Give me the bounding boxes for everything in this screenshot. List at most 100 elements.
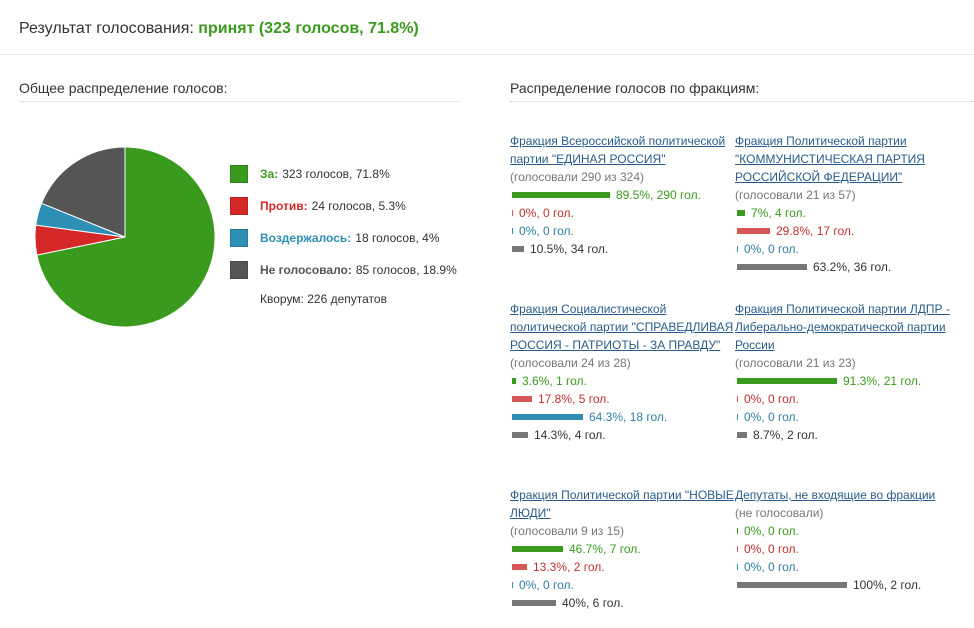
faction-bar-absent bbox=[512, 246, 524, 252]
faction-voted-count: (голосовали 290 из 324) bbox=[510, 170, 645, 184]
faction-voted-count: (голосовали 21 из 57) bbox=[735, 188, 856, 202]
faction-stat-label: 63.2%, 36 гол. bbox=[813, 260, 892, 274]
faction-block: Фракция Всероссийской политической парти… bbox=[510, 132, 740, 258]
faction-stat-for: 46.7%, 7 гол. bbox=[510, 540, 740, 558]
faction-stat-against: 0%, 0 гол. bbox=[735, 540, 965, 558]
faction-bar-for bbox=[737, 378, 837, 384]
faction-stat-for: 3.6%, 1 гол. bbox=[510, 372, 740, 390]
vote-result: Результат голосования: принят (323 голос… bbox=[19, 20, 419, 38]
faction-stat-for: 0%, 0 гол. bbox=[735, 522, 965, 540]
faction-link[interactable]: Фракция Социалистической политической па… bbox=[510, 302, 734, 352]
faction-stat-absent: 8.7%, 2 гол. bbox=[735, 426, 965, 444]
faction-stat-against: 29.8%, 17 гол. bbox=[735, 222, 965, 240]
faction-bar-against bbox=[512, 564, 527, 570]
legend-swatch bbox=[230, 261, 248, 279]
legend-value: 18 голосов, 4% bbox=[355, 231, 440, 245]
faction-stat-abstain: 0%, 0 гол. bbox=[735, 240, 965, 258]
faction-stat-label: 0%, 0 гол. bbox=[519, 206, 574, 220]
faction-stat-label: 46.7%, 7 гол. bbox=[569, 542, 641, 556]
faction-block: Фракция Политической партии ЛДПР - Либер… bbox=[735, 300, 965, 444]
legend-value: 24 голосов, 5.3% bbox=[311, 199, 406, 213]
faction-stat-abstain: 0%, 0 гол. bbox=[510, 222, 740, 240]
legend-item-abstain: Воздержалось: 18 голосов, 4% bbox=[230, 228, 457, 248]
faction-stat-label: 0%, 0 гол. bbox=[744, 242, 799, 256]
faction-bar-absent bbox=[737, 432, 747, 438]
faction-stat-against: 0%, 0 гол. bbox=[510, 204, 740, 222]
faction-stat-label: 3.6%, 1 гол. bbox=[522, 374, 587, 388]
result-outcome: принят (323 голосов, 71.8%) bbox=[198, 20, 419, 37]
faction-block: Фракция Политической партии "КОММУНИСТИЧ… bbox=[735, 132, 965, 276]
faction-link[interactable]: Фракция Политической партии "КОММУНИСТИЧ… bbox=[735, 134, 925, 184]
faction-bar-abstain bbox=[512, 414, 583, 420]
legend-swatch bbox=[230, 197, 248, 215]
faction-bar-for bbox=[737, 528, 738, 534]
faction-voted-count: (не голосовали) bbox=[735, 506, 824, 520]
faction-stat-label: 0%, 0 гол. bbox=[519, 578, 574, 592]
faction-stat-label: 0%, 0 гол. bbox=[519, 224, 574, 238]
faction-bar-for bbox=[512, 378, 516, 384]
faction-bar-absent bbox=[737, 582, 847, 588]
faction-stat-abstain: 64.3%, 18 гол. bbox=[510, 408, 740, 426]
faction-stat-abstain: 0%, 0 гол. bbox=[735, 558, 965, 576]
faction-stat-against: 17.8%, 5 гол. bbox=[510, 390, 740, 408]
faction-block: Фракция Социалистической политической па… bbox=[510, 300, 740, 444]
faction-bar-for bbox=[512, 192, 610, 198]
faction-stat-absent: 40%, 6 гол. bbox=[510, 594, 740, 612]
faction-stat-label: 64.3%, 18 гол. bbox=[589, 410, 668, 424]
faction-stat-absent: 100%, 2 гол. bbox=[735, 576, 965, 594]
faction-stat-label: 8.7%, 2 гол. bbox=[753, 428, 818, 442]
legend-name: Против: bbox=[260, 199, 308, 213]
faction-stat-against: 13.3%, 2 гол. bbox=[510, 558, 740, 576]
legend-name: Не голосовало: bbox=[260, 263, 352, 277]
faction-stat-abstain: 0%, 0 гол. bbox=[735, 408, 965, 426]
faction-stat-label: 13.3%, 2 гол. bbox=[533, 560, 605, 574]
factions-divider bbox=[510, 101, 974, 102]
faction-stat-absent: 10.5%, 34 гол. bbox=[510, 240, 740, 258]
faction-stat-label: 40%, 6 гол. bbox=[562, 596, 624, 610]
faction-voted-count: (голосовали 21 из 23) bbox=[735, 356, 856, 370]
faction-bar-against bbox=[737, 546, 738, 552]
pie-slice-for bbox=[36, 146, 216, 328]
legend-value: 323 голосов, 71.8% bbox=[282, 167, 390, 181]
faction-stat-label: 89.5%, 290 гол. bbox=[616, 188, 701, 202]
faction-link[interactable]: Фракция Политической партии "НОВЫЕ ЛЮДИ" bbox=[510, 488, 734, 520]
faction-bar-absent bbox=[512, 432, 528, 438]
quorum-text: Кворум: 226 депутатов bbox=[260, 292, 387, 306]
faction-stat-label: 29.8%, 17 гол. bbox=[776, 224, 855, 238]
legend-value: 85 голосов, 18.9% bbox=[355, 263, 457, 277]
faction-block: Депутаты, не входящие во фракции (не голо… bbox=[735, 486, 965, 594]
pie-legend: За: 323 голосов, 71.8% Против: 24 голосов, … bbox=[230, 164, 457, 306]
legend-item-against: Против: 24 голосов, 5.3% bbox=[230, 196, 457, 216]
faction-voted-count: (голосовали 24 из 28) bbox=[510, 356, 631, 370]
faction-stat-label: 10.5%, 34 гол. bbox=[530, 242, 609, 256]
faction-bar-against bbox=[737, 228, 770, 234]
faction-stat-label: 14.3%, 4 гол. bbox=[534, 428, 606, 442]
faction-bar-for bbox=[737, 210, 745, 216]
legend-name: Воздержалось: bbox=[260, 231, 352, 245]
faction-link[interactable]: Депутаты, не входящие во фракции bbox=[735, 488, 936, 502]
faction-stat-against: 0%, 0 гол. bbox=[735, 390, 965, 408]
faction-stat-label: 7%, 4 гол. bbox=[751, 206, 806, 220]
faction-bar-absent bbox=[512, 600, 556, 606]
legend-item-for: За: 323 голосов, 71.8% bbox=[230, 164, 457, 184]
faction-bar-abstain bbox=[512, 582, 513, 588]
faction-link[interactable]: Фракция Всероссийской политической парти… bbox=[510, 134, 726, 166]
factions-title: Распределение голосов по фракциям: bbox=[510, 80, 760, 96]
faction-bar-against bbox=[512, 210, 513, 216]
faction-stat-label: 0%, 0 гол. bbox=[744, 542, 799, 556]
result-label: Результат голосования: bbox=[19, 20, 194, 37]
pie-slice-absent bbox=[40, 146, 126, 238]
faction-stat-label: 91.3%, 21 гол. bbox=[843, 374, 922, 388]
faction-stat-label: 0%, 0 гол. bbox=[744, 392, 799, 406]
faction-stat-absent: 63.2%, 36 гол. bbox=[735, 258, 965, 276]
faction-bar-absent bbox=[737, 264, 807, 270]
faction-bar-for bbox=[512, 546, 563, 552]
faction-block: Фракция Политической партии "НОВЫЕ ЛЮДИ"… bbox=[510, 486, 740, 612]
faction-voted-count: (голосовали 9 из 15) bbox=[510, 524, 624, 538]
faction-stat-absent: 14.3%, 4 гол. bbox=[510, 426, 740, 444]
faction-stat-label: 0%, 0 гол. bbox=[744, 524, 799, 538]
faction-link[interactable]: Фракция Политической партии ЛДПР - Либер… bbox=[735, 302, 950, 352]
overall-divider bbox=[19, 101, 460, 102]
faction-stat-label: 0%, 0 гол. bbox=[744, 560, 799, 574]
faction-stat-label: 0%, 0 гол. bbox=[744, 410, 799, 424]
